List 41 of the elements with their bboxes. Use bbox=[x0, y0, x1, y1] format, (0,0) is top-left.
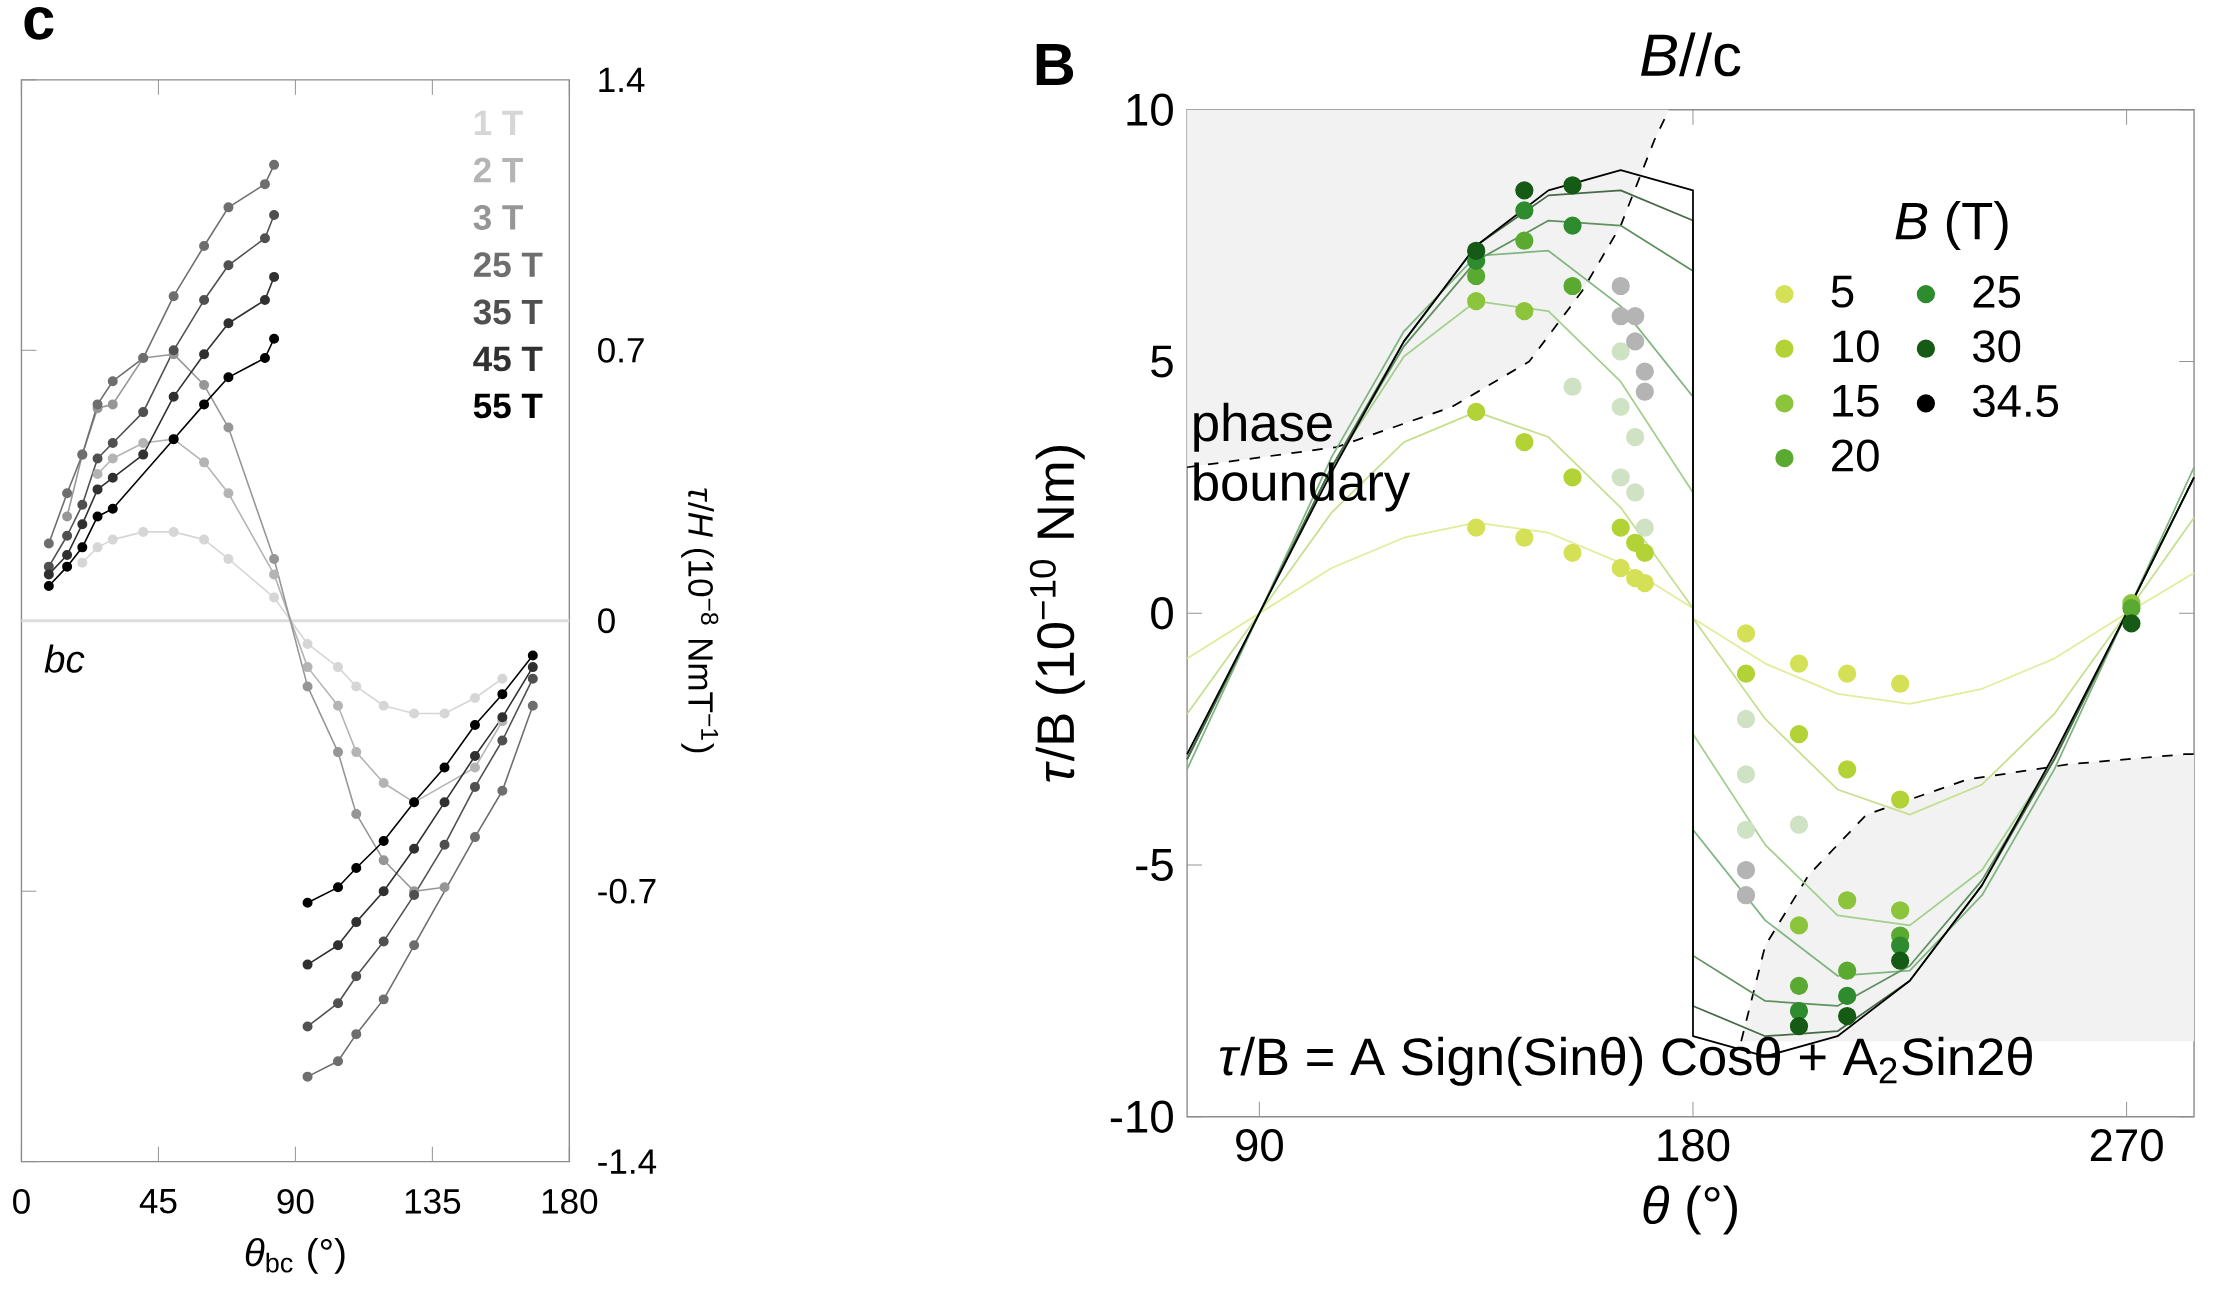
y-tick-label: 5 bbox=[1151, 345, 1173, 378]
text: 45 T bbox=[473, 346, 543, 372]
legend-label: 30 bbox=[1973, 329, 2021, 363]
x-tick-label: 90 bbox=[1236, 1128, 1283, 1162]
y-tick-label: 0.7 bbox=[598, 337, 644, 363]
legend-label: 10 bbox=[1833, 329, 1879, 363]
x-tick-label: 180 bbox=[542, 1188, 598, 1214]
y-tick-label: -5 bbox=[1136, 848, 1173, 881]
chart-title: B//c bbox=[1641, 32, 1741, 77]
annotation: bc bbox=[44, 644, 85, 673]
x-tick-label: 90 bbox=[277, 1188, 314, 1214]
x-tick-label: 45 bbox=[139, 1188, 177, 1214]
text: 2 T bbox=[473, 157, 523, 183]
text: 25 T bbox=[473, 252, 543, 277]
y-tick-label: -1.4 bbox=[598, 1149, 657, 1174]
x-tick-label: 270 bbox=[2090, 1128, 2163, 1162]
y-tick-label: -0.7 bbox=[598, 878, 656, 904]
text: 35 T bbox=[473, 299, 543, 325]
y-tick-label: 0 bbox=[1151, 596, 1173, 630]
legend-label: 34.5 bbox=[1973, 384, 2059, 417]
legend-label: 15 bbox=[1833, 384, 1879, 417]
x-axis-title: θ (°) bbox=[1643, 1185, 1737, 1235]
y-tick-label: 0 bbox=[598, 608, 615, 633]
text: 3 T bbox=[473, 204, 523, 230]
legend-label: 20 bbox=[1832, 439, 1879, 472]
y-tick-label: 10 bbox=[1127, 93, 1173, 126]
text: c bbox=[24, 6, 54, 40]
text: B bbox=[1036, 43, 1074, 85]
annotation: τ/B = A Sign(Sinθ) Cosθ + A$_{2}$Sin2θ bbox=[1219, 1036, 2032, 1086]
x-axis-title: θ$_{bc}$ (°) bbox=[245, 1237, 345, 1274]
y-tick-label: -10 bbox=[1110, 1100, 1173, 1133]
legend-title: B (T) bbox=[1895, 200, 2008, 250]
y-axis-title: τ/H (10$^{−8}$ NmT$^{−1}$) bbox=[681, 488, 719, 753]
x-tick-label: 135 bbox=[405, 1188, 461, 1214]
x-tick-label: 0 bbox=[13, 1188, 30, 1214]
legend-label: 25 bbox=[1973, 275, 2021, 308]
legend-label: 5 bbox=[1831, 275, 1854, 308]
x-tick-label: 180 bbox=[1658, 1128, 1730, 1162]
y-tick-label: 1.4 bbox=[599, 67, 645, 92]
y-axis-title: τ/B (10$^{−10}$ Nm) bbox=[1029, 445, 1085, 782]
text: 55 T bbox=[473, 393, 543, 419]
